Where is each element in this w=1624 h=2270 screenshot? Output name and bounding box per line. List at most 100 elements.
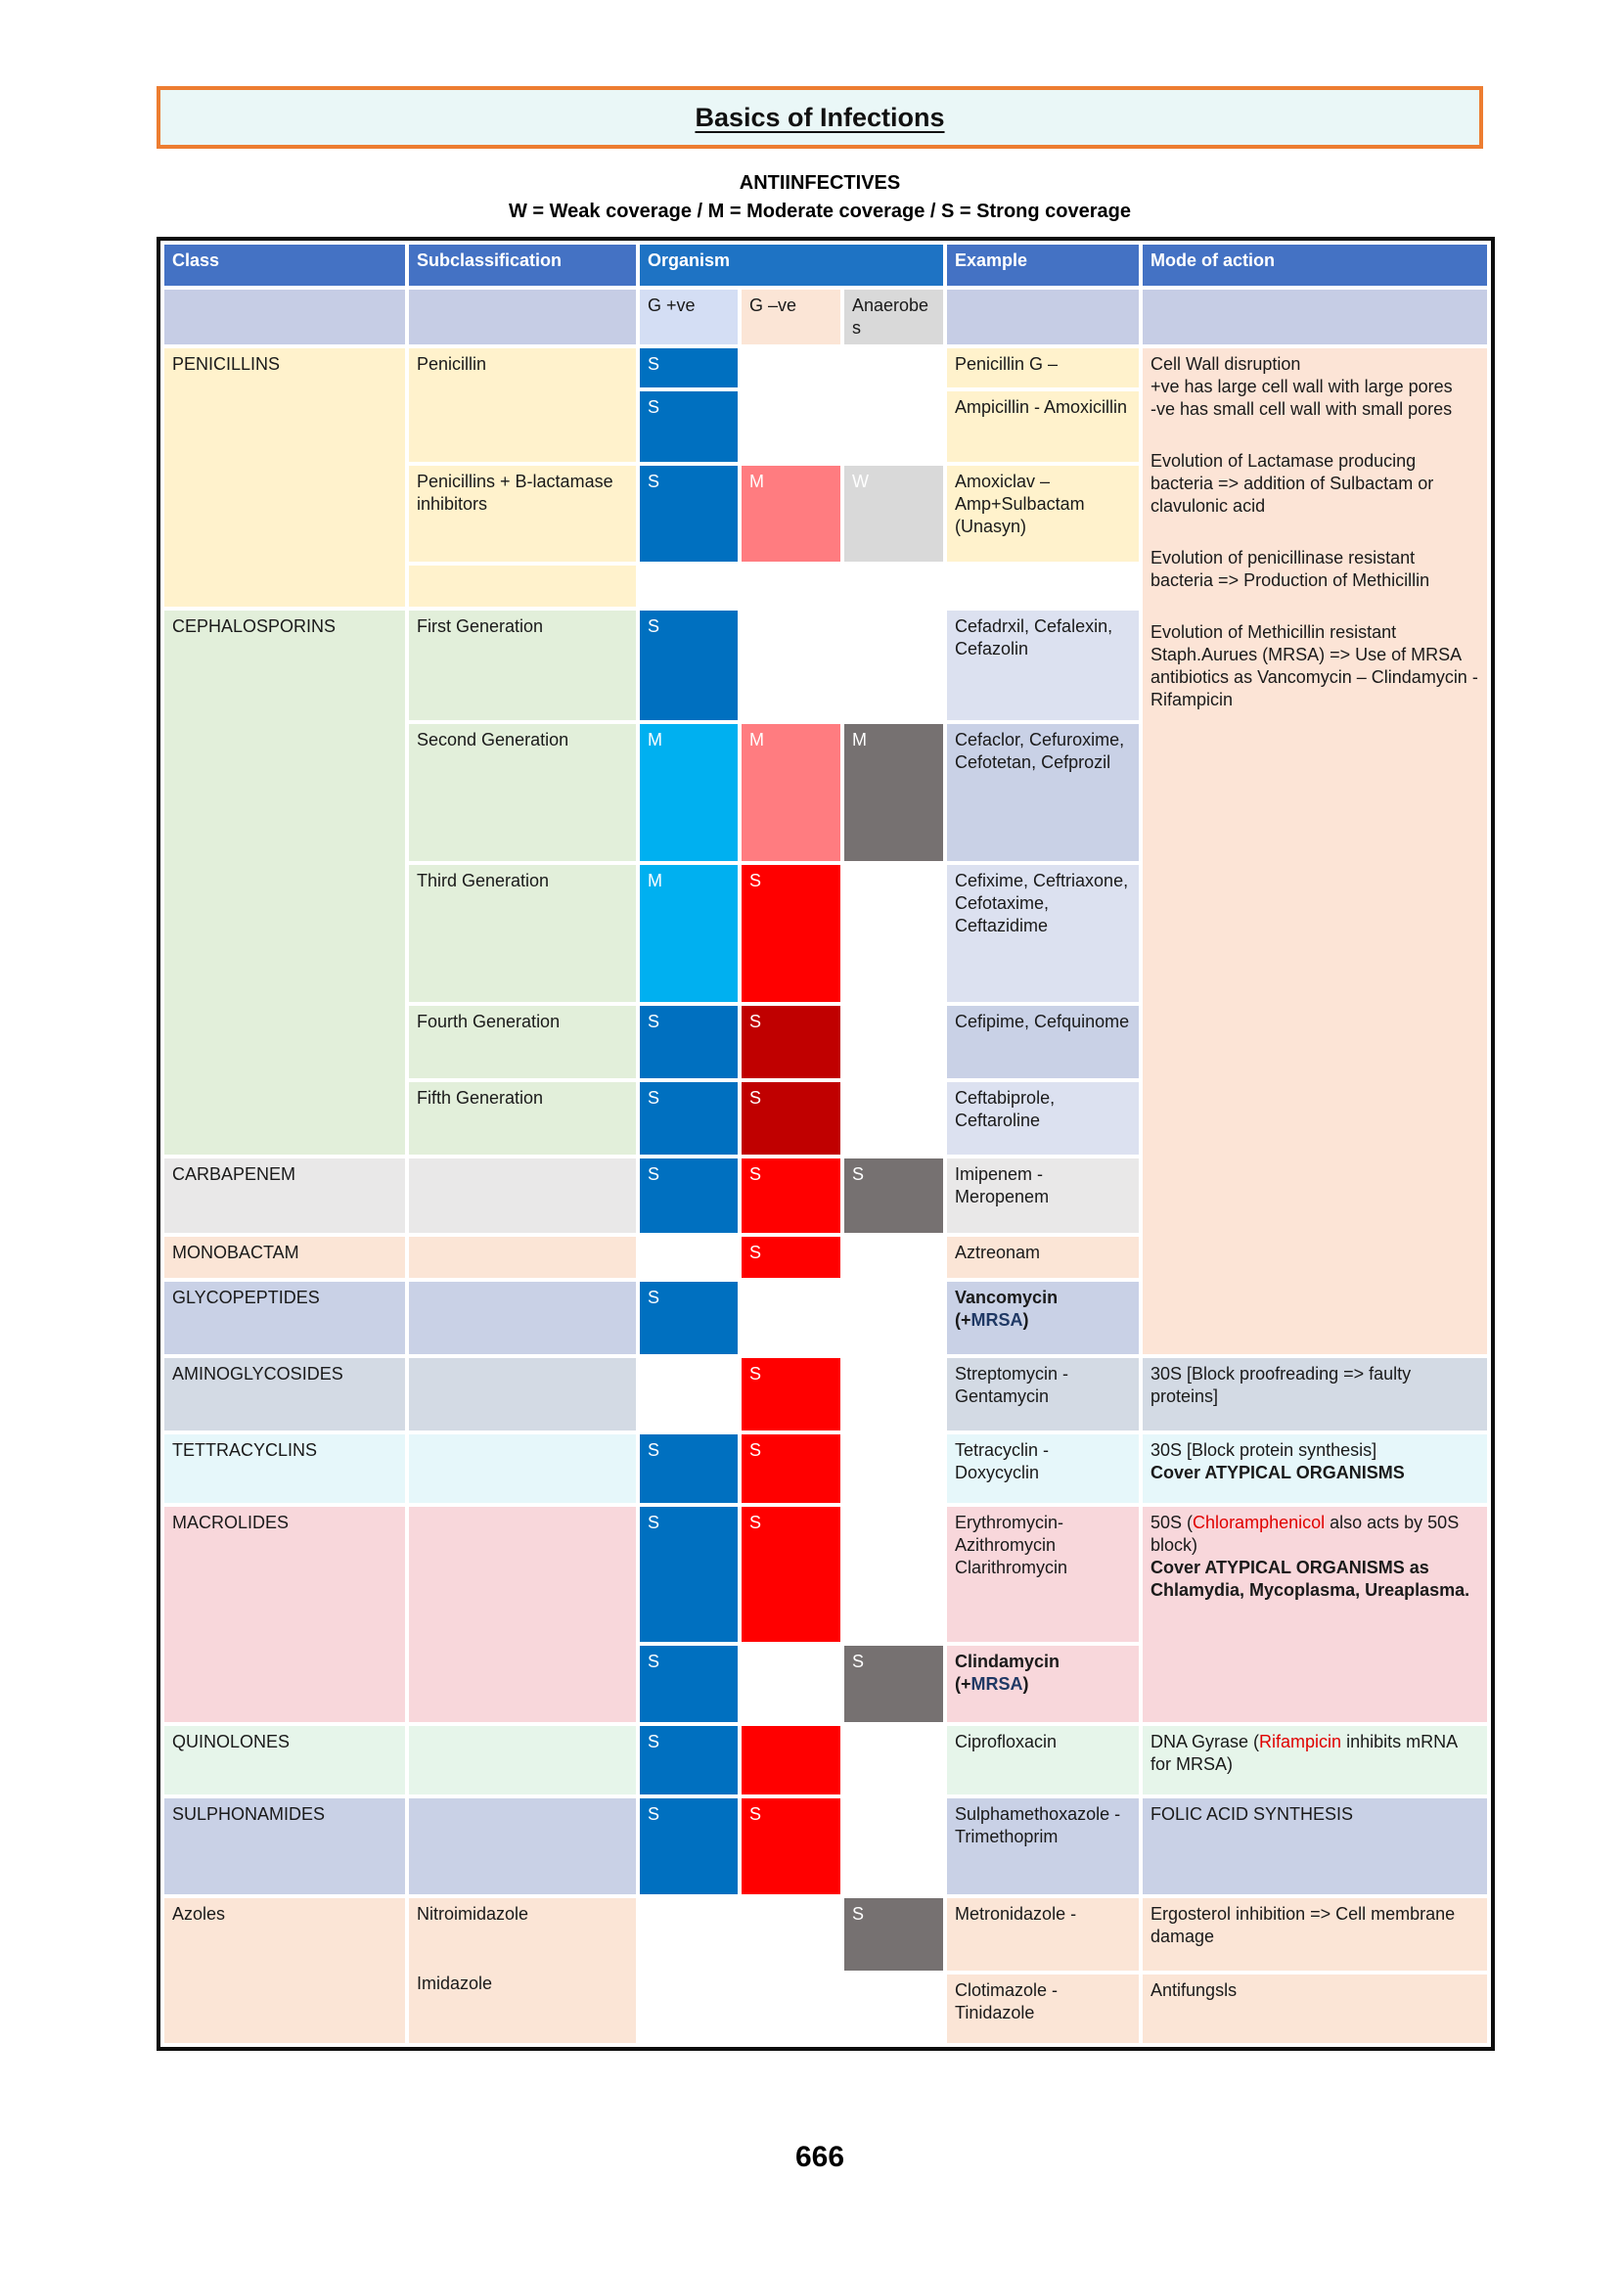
example-carbapenem: Imipenem - Meropenem bbox=[947, 1158, 1140, 1234]
page-number: 666 bbox=[794, 2141, 845, 2174]
example-quinolones: Ciprofloxacin bbox=[947, 1726, 1140, 1795]
coverage-glycopeptides-gneg-empty bbox=[742, 1282, 840, 1354]
coverage-ceph2-gpos-moderate: M bbox=[640, 724, 738, 862]
example-ceph-gen5: Ceftabiprole, Ceftaroline bbox=[947, 1082, 1140, 1156]
row-ampicillin: S Ampicillin - Amoxicillin bbox=[164, 391, 1487, 463]
coverage-ceph1-gpos-strong: S bbox=[640, 611, 738, 721]
example-sulphonamides: Sulphamethoxazole - Trimethoprim bbox=[947, 1798, 1140, 1895]
class-macrolides: MACROLIDES bbox=[164, 1507, 405, 1723]
coverage-carbapenem-anaer-strong: S bbox=[844, 1158, 944, 1234]
mode-cell-wall-agents: Cell Wall disruption +ve has large cell … bbox=[1143, 348, 1488, 1355]
coverage-clindamycin-anaer-strong: S bbox=[844, 1646, 944, 1723]
coverage-amoxiclav-anaer-weak: W bbox=[844, 466, 944, 563]
coverage-tettracyclins-anaer-empty bbox=[844, 1434, 943, 1503]
subclass-sulphonamides-blank bbox=[409, 1798, 636, 1895]
coverage-ceph1-gneg-empty bbox=[742, 611, 840, 720]
coverage-clindamycin-gneg-empty bbox=[742, 1646, 840, 1722]
coverage-tettracyclins-gpos-strong: S bbox=[640, 1434, 738, 1504]
subclass-penicillin: Penicillin bbox=[409, 348, 636, 463]
row-quinolones: QUINOLONES S Ciprofloxacin DNA Gyrase (R… bbox=[164, 1726, 1488, 1795]
example-monobactam: Aztreonam bbox=[947, 1237, 1140, 1279]
coverage-monobactam-gpos-empty bbox=[640, 1237, 738, 1278]
coverage-ceph5-anaer-empty bbox=[844, 1082, 943, 1155]
coverage-sulphonamides-gpos-strong: S bbox=[640, 1798, 738, 1895]
example-ceph-gen4: Cefipime, Cefquinome bbox=[947, 1006, 1140, 1079]
mode-macrolides-line2: Cover ATYPICAL ORGANISMS as Chlamydia, M… bbox=[1150, 1558, 1470, 1601]
mode-aminoglycosides: 30S [Block proofreading => faulty protei… bbox=[1143, 1358, 1488, 1431]
coverage-monobactam-gneg-strong: S bbox=[742, 1237, 840, 1279]
coverage-ampicillin-gpos-strong: S bbox=[640, 391, 738, 463]
row-blactamase-inhibitors: Penicillins + B-lactamase inhibitors S M… bbox=[164, 466, 1487, 563]
coverage-amoxiclav-gpos-strong: S bbox=[640, 466, 738, 563]
subclass-second-generation: Second Generation bbox=[409, 724, 636, 862]
coverage-ampicillin-gneg-empty bbox=[742, 391, 840, 462]
coverage-ceph5-gneg-strong: S bbox=[742, 1082, 840, 1156]
coverage-azoles-gpos-empty bbox=[640, 1898, 738, 1971]
coverage-ceph2-gneg-moderate: M bbox=[742, 724, 840, 862]
coverage-ampicillin-anaer-empty bbox=[844, 391, 943, 462]
coverage-monobactam-anaer-empty bbox=[844, 1237, 943, 1278]
vancomycin-name: Vancomycin bbox=[955, 1288, 1059, 1308]
class-sulphonamides: SULPHONAMIDES bbox=[164, 1798, 405, 1895]
coverage-quinolones-anaer-empty bbox=[844, 1726, 943, 1794]
vancomycin-mrsa-tag: (+MRSA) bbox=[955, 1310, 1029, 1330]
coverage-ceph3-anaer-empty bbox=[844, 865, 943, 1002]
row-aminoglycosides: AMINOGLYCOSIDES S Streptomycin - Gentamy… bbox=[164, 1358, 1488, 1431]
subclass-carbapenem-blank bbox=[409, 1158, 636, 1234]
coverage-aminoglycosides-gneg-strong: S bbox=[742, 1358, 840, 1431]
coverage-macrolides-gneg-strong: S bbox=[742, 1507, 840, 1643]
class-penicillins: PENICILLINS bbox=[164, 348, 405, 608]
coverage-ceph2-anaer-moderate: M bbox=[844, 724, 944, 862]
subheader-example-blank bbox=[947, 290, 1140, 345]
mode-line-3: -ve has small cell wall with small pores bbox=[1150, 399, 1453, 420]
class-cephalosporins: CEPHALOSPORINS bbox=[164, 611, 405, 1156]
clindamycin-name: Clindamycin bbox=[955, 1652, 1060, 1672]
page-title: Basics of Infections bbox=[695, 102, 945, 132]
example-vancomycin: Vancomycin (+MRSA) bbox=[947, 1282, 1140, 1355]
subheader-mode-blank bbox=[1143, 290, 1488, 345]
subclass-nitroimidazole: Nitroimidazole bbox=[417, 1904, 529, 1925]
row-ceph-gen3: Third Generation M S Cefixime, Ceftriaxo… bbox=[164, 865, 1487, 1003]
header-class: Class bbox=[164, 245, 405, 286]
coverage-sulphonamides-anaer-empty bbox=[844, 1798, 943, 1894]
example-ampicillin: Ampicillin - Amoxicillin bbox=[947, 391, 1140, 463]
subclass-monobactam-blank bbox=[409, 1237, 636, 1279]
row-ceph-gen4: Fourth Generation S S Cefipime, Cefquino… bbox=[164, 1006, 1487, 1079]
coverage-glycopeptides-anaer-empty bbox=[844, 1282, 943, 1354]
coverage-penicillin-anaer-empty bbox=[844, 348, 943, 387]
subclass-imidazole: Imidazole bbox=[417, 1974, 493, 1994]
organism-subheader-row: G +ve G –ve Anaerobes bbox=[164, 290, 1488, 345]
coverage-aminoglycosides-gpos-empty bbox=[640, 1358, 738, 1430]
subclass-blactamase: Penicillins + B-lactamase inhibitors bbox=[409, 466, 636, 563]
subheader-anaerobes: Anaerobes bbox=[844, 290, 944, 345]
mode-macrolides-line1: 50S (Chloramphenicol also acts by 50S bl… bbox=[1150, 1512, 1479, 1557]
antiinfectives-table: Class Subclassification Organism Example… bbox=[157, 237, 1496, 2052]
mode-quinolones-suffix: inhibits mRNA for MRSA) bbox=[1150, 1732, 1458, 1775]
class-tettracyclins: TETTRACYCLINS bbox=[164, 1434, 405, 1504]
page-content: Basics of Infections ANTIINFECTIVES W = … bbox=[157, 86, 1496, 2174]
mode-tettracyclins: 30S [Block protein synthesis] Cover ATYP… bbox=[1143, 1434, 1488, 1504]
coverage-imidazole-anaer-empty bbox=[844, 1975, 943, 2043]
coverage-macrolides-anaer-empty bbox=[844, 1507, 943, 1642]
spacer-example bbox=[947, 566, 1139, 607]
mode-sulphonamides: FOLIC ACID SYNTHESIS bbox=[1143, 1798, 1488, 1895]
subclass-fourth-generation: Fourth Generation bbox=[409, 1006, 636, 1079]
coverage-ceph3-gpos-moderate: M bbox=[640, 865, 738, 1003]
row-carbapenem: CARBAPENEM S S S Imipenem - Meropenem bbox=[164, 1158, 1487, 1234]
subclass-first-generation: First Generation bbox=[409, 611, 636, 721]
mode-line-6: Evolution of Methicillin resistant Staph… bbox=[1150, 622, 1478, 710]
subclass-fifth-generation: Fifth Generation bbox=[409, 1082, 636, 1156]
subclass-third-generation: Third Generation bbox=[409, 865, 636, 1003]
example-ceph-gen1: Cefadrxil, Cefalexin, Cefazolin bbox=[947, 611, 1140, 721]
coverage-penicillin-gneg-empty bbox=[742, 348, 840, 387]
header-subclassification: Subclassification bbox=[409, 245, 636, 286]
example-metronidazole: Metronidazole - bbox=[947, 1898, 1140, 1972]
coverage-carbapenem-gneg-strong: S bbox=[742, 1158, 840, 1234]
mode-quinolones-prefix: DNA Gyrase ( bbox=[1150, 1732, 1260, 1752]
coverage-ceph4-gneg-strong: S bbox=[742, 1006, 840, 1079]
coverage-carbapenem-gpos-strong: S bbox=[640, 1158, 738, 1234]
coverage-penicillin-gpos-strong: S bbox=[640, 348, 738, 388]
mode-line-2: +ve has large cell wall with large pores bbox=[1150, 377, 1453, 397]
row-clindamycin: S S Clindamycin (+MRSA) bbox=[164, 1646, 1487, 1723]
mode-line-1: Cell Wall disruption bbox=[1150, 354, 1301, 375]
